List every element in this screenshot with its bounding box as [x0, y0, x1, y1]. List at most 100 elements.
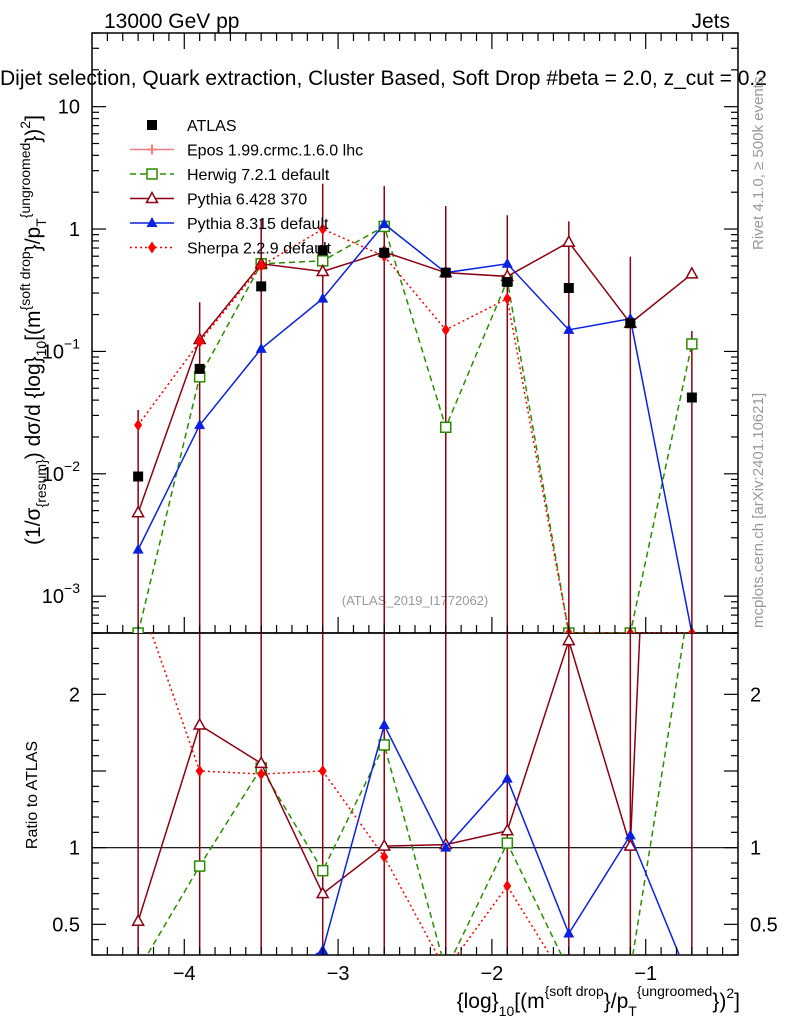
series-marker [503, 292, 512, 305]
data-point [502, 276, 513, 287]
series-marker [501, 257, 513, 268]
ratio-series-marker [623, 838, 638, 851]
ratio-series-marker [503, 880, 512, 892]
x-axis-title: {log}10[(m{soft drop}/pT{ungroomed})2] [457, 983, 740, 1019]
ratio-series-marker [254, 755, 268, 769]
analysis-watermark: (ATLAS_2019_I1772062) [342, 593, 488, 608]
ratio-y-tick-label: 1 [69, 838, 80, 860]
data-point [686, 392, 697, 403]
ratio-y-axis-title: Ratio to ATLAS [24, 741, 41, 849]
legend-label: ATLAS [187, 118, 237, 135]
data-point [133, 471, 144, 482]
x-tick-label: −3 [327, 963, 350, 985]
data-point [194, 363, 205, 374]
svg-text:{log}10[(m{soft drop}/pT{ungro: {log}10[(m{soft drop}/pT{ungroomed})2] [457, 983, 740, 1019]
ratio-series-marker [624, 829, 636, 840]
ratio-series-marker [131, 913, 145, 927]
data-point [379, 247, 390, 258]
ratio-series-marker [256, 980, 267, 990]
ratio-series-marker [378, 719, 390, 729]
ratio-series-marker [501, 837, 514, 849]
data-point [563, 282, 574, 293]
legend-label: Epos 1.99.crmc.1.6.0 lhc [187, 143, 363, 160]
ratio-series-marker [315, 886, 330, 899]
series-marker [315, 263, 330, 277]
series-line [137, 241, 693, 514]
series-marker [685, 266, 699, 279]
plot-title: Dijet selection, Quark extraction, Clust… [0, 67, 767, 90]
series-marker [194, 419, 206, 430]
ratio-series-marker [257, 768, 266, 781]
ratio-series-marker [194, 980, 205, 990]
data-point [440, 267, 451, 278]
series-marker [195, 335, 204, 348]
ratio-series-marker [563, 927, 575, 938]
legend-label: Herwig 7.2.1 default [187, 167, 330, 184]
ratio-series-marker [442, 964, 450, 976]
legend-marker [147, 144, 157, 155]
category-label: Jets [691, 10, 730, 33]
series-marker [441, 323, 450, 336]
main-y-axis-title: (1/σ{resum}) dσ/d {log}10[(m{soft drop}/… [17, 115, 49, 545]
ratio-y-tick-label: 2 [69, 684, 80, 706]
series-marker [131, 505, 145, 518]
legend: ATLAS Epos 1.99.crmc.1.6.0 lhc Herwig 7.2.… [130, 118, 363, 258]
ratio-y-tick-label: 0.5 [52, 914, 80, 936]
ratio-series-marker [501, 772, 513, 783]
mcplots-reference-label: mcplots.cern.ch [arXiv:2401.10621] [750, 393, 767, 628]
energy-label: 13000 GeV pp [104, 10, 239, 33]
legend-label: Sherpa 2.2.9 default [187, 241, 332, 258]
legend-marker [146, 217, 158, 227]
series-line [137, 225, 693, 633]
series-line [137, 222, 693, 633]
ratio-series-marker [440, 841, 452, 852]
ratio-plot-frame [91, 632, 739, 956]
ratio-y-tick-label-right: 2 [750, 684, 761, 706]
ratio-series-marker [133, 965, 143, 975]
x-tick-label: −4 [173, 963, 196, 985]
ratio-series-line [146, 633, 686, 955]
main-y-tick-label: 10 [58, 97, 80, 119]
ratio-series-marker [193, 860, 206, 872]
series-marker [134, 419, 143, 432]
legend-label: Pythia 6.428 370 [187, 192, 307, 209]
series-marker [255, 342, 267, 353]
ratio-series-marker [500, 823, 515, 836]
main-y-tick-label: 10−3 [42, 580, 80, 608]
main-y-tick-label: 10−2 [42, 458, 80, 486]
x-tick-label: −2 [480, 963, 503, 985]
series-marker [132, 543, 144, 554]
legend-marker [146, 168, 158, 180]
series-line [137, 228, 692, 633]
ratio-series-line [150, 633, 551, 955]
ratio-series-line [313, 722, 681, 955]
ratio-series-marker [192, 717, 207, 730]
ratio-series-marker [133, 980, 144, 990]
series-marker [317, 292, 329, 303]
svg-text:(1/σ{resum}) dσ/d {log}10[(m{s: (1/σ{resum}) dσ/d {log}10[(m{soft drop}/… [17, 115, 49, 545]
series-marker [563, 323, 575, 334]
ratio-series-marker [378, 739, 390, 751]
x-tick-label: −1 [634, 963, 657, 985]
legend-marker [147, 120, 157, 130]
ratio-series-marker [564, 965, 574, 975]
ratio-series-marker [195, 765, 204, 777]
series-marker [318, 223, 327, 236]
rivet-version-label: Rivet 4.1.0, ≥ 500k events [750, 77, 767, 250]
legend-label: Pythia 8.315 default [187, 216, 329, 233]
main-y-tick-label: 1 [69, 219, 80, 241]
ratio-series-marker [380, 850, 389, 863]
ratio-series-line [137, 633, 641, 922]
legend-marker [145, 190, 159, 204]
data-point [256, 281, 267, 292]
ratio-series-marker [441, 965, 451, 975]
ratio-series-marker [377, 838, 392, 851]
series-marker [562, 234, 576, 248]
ratio-series-marker [316, 864, 329, 877]
ratio-y-tick-label-right: 1 [750, 838, 761, 860]
series-marker [686, 338, 698, 350]
ratio-series-marker [318, 765, 327, 777]
series-marker [440, 421, 452, 434]
data-point [317, 245, 328, 256]
